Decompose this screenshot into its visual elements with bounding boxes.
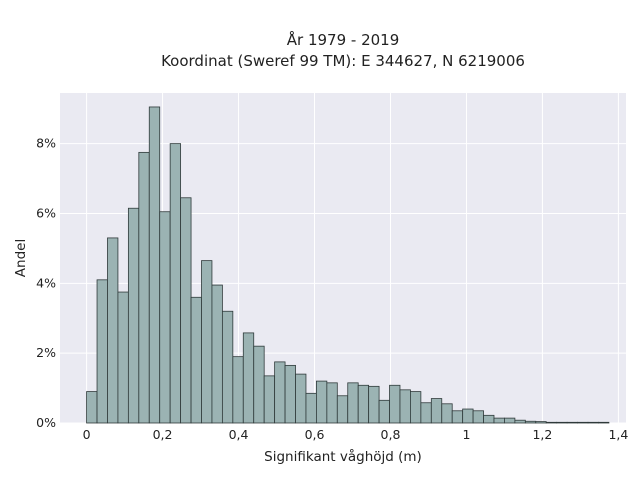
histogram-bar	[441, 403, 453, 424]
x-tick-label: 1	[462, 427, 470, 442]
histogram-bar	[462, 408, 474, 424]
y-tick-label: 2%	[36, 345, 56, 360]
histogram-bar	[263, 375, 276, 424]
histogram-bar	[148, 106, 161, 424]
histogram-bar	[295, 373, 307, 424]
y-axis-ticks: 0% 2% 4% 6% 8%	[36, 136, 56, 430]
y-axis-label: Andel	[13, 239, 29, 277]
histogram-bar	[493, 417, 505, 424]
chart-title-line-2: Koordinat (Sweref 99 TM): E 344627, N 62…	[161, 52, 525, 70]
histogram-bar	[535, 421, 547, 424]
histogram-bar	[169, 143, 182, 424]
histogram-bar	[190, 296, 202, 424]
chart-title-line-1: År 1979 - 2019	[287, 30, 400, 49]
chart-title: År 1979 - 2019 Koordinat (Sweref 99 TM):…	[161, 30, 525, 70]
histogram-bar	[472, 410, 484, 424]
histogram-bar	[221, 310, 234, 424]
histogram-bar	[410, 391, 422, 424]
histogram-bar	[483, 414, 495, 424]
histogram-bar	[399, 389, 411, 424]
histogram-bar	[545, 421, 558, 424]
y-tick-label: 8%	[36, 136, 56, 151]
histogram-bar	[504, 417, 516, 424]
histogram-bar	[357, 384, 370, 424]
histogram-bar	[96, 279, 108, 424]
x-axis-label: Signifikant våghöjd (m)	[264, 448, 422, 465]
histogram-bar	[368, 385, 380, 424]
x-tick-label: 0,6	[305, 427, 325, 442]
histogram-bar	[347, 382, 359, 424]
x-tick-label: 0,4	[229, 427, 249, 442]
x-axis-ticks: 0 0,2 0,4 0,6 0,8 1 1,2 1,4	[83, 427, 629, 442]
y-tick-label: 0%	[36, 415, 56, 430]
histogram-bar	[211, 284, 223, 424]
bars	[86, 106, 610, 424]
histogram-bar	[242, 332, 255, 424]
histogram-bar	[326, 382, 338, 424]
histogram-bar	[138, 151, 150, 424]
histogram-bar	[305, 392, 317, 424]
histogram-bar	[274, 361, 286, 424]
histogram-bar	[180, 197, 192, 424]
histogram-bar	[86, 391, 98, 424]
y-tick-label: 6%	[36, 205, 56, 220]
y-tick-label: 4%	[36, 275, 56, 290]
histogram-bar	[284, 364, 296, 424]
x-tick-label: 0,8	[381, 427, 401, 442]
histogram-bar	[598, 421, 610, 424]
histogram-bar	[316, 380, 328, 424]
histogram-bar	[556, 421, 568, 424]
histogram-bar	[127, 207, 140, 424]
histogram-bar	[587, 421, 599, 424]
x-tick-label: 1,4	[608, 427, 628, 442]
histogram-bar	[430, 398, 443, 424]
x-tick-label: 0,2	[153, 427, 173, 442]
x-tick-label: 0	[83, 427, 91, 442]
histogram-bar	[201, 260, 213, 424]
histogram-bar	[117, 291, 129, 424]
histogram-bar	[253, 345, 265, 424]
histogram-bar	[159, 211, 171, 424]
x-tick-label: 1,2	[532, 427, 552, 442]
histogram-bar	[451, 410, 464, 424]
histogram-bar	[107, 237, 119, 424]
histogram-bar	[420, 402, 432, 424]
histogram-bar	[389, 384, 401, 424]
histogram-bar	[524, 420, 537, 424]
histogram-bar	[514, 419, 526, 424]
histogram-bar	[566, 421, 578, 424]
histogram-bar	[577, 421, 589, 424]
histogram-bar	[378, 399, 390, 424]
histogram-bar	[232, 356, 244, 424]
histogram-bar	[336, 395, 349, 424]
